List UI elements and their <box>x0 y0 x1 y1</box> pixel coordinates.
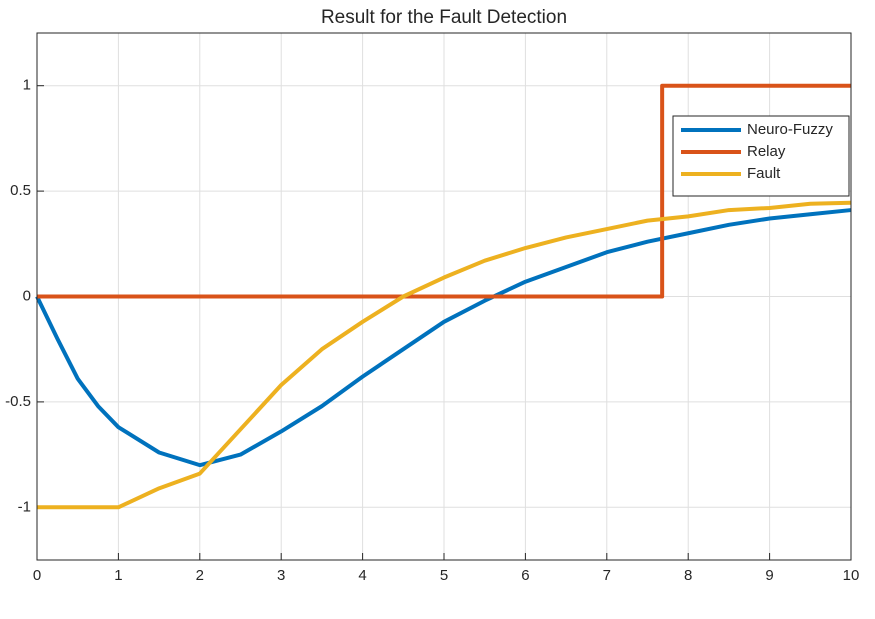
x-tick-label: 9 <box>765 567 773 584</box>
y-tick-label: 1 <box>23 77 31 94</box>
y-tick-label: 0.5 <box>10 182 31 199</box>
legend-label: Fault <box>747 165 781 182</box>
data-line <box>37 83 851 299</box>
legend-label: Neuro-Fuzzy <box>747 121 833 138</box>
x-tick-label: 7 <box>603 567 611 584</box>
x-tick-label: 0 <box>33 567 41 584</box>
x-tick-label: 8 <box>684 567 692 584</box>
legend: Neuro-Fuzzy Relay Fault <box>672 115 850 197</box>
x-tick-label: 5 <box>440 567 448 584</box>
y-tick-label: 0 <box>23 287 31 304</box>
data-line <box>37 200 852 510</box>
x-tick-label: 4 <box>358 567 366 584</box>
chart-title: Result for the Fault Detection <box>321 7 567 28</box>
x-tick-label: 1 <box>114 567 122 584</box>
axes-box <box>36 32 852 561</box>
legend-label: Relay <box>747 143 786 160</box>
y-tick-label: -1 <box>18 498 31 515</box>
x-tick-label: 2 <box>196 567 204 584</box>
data-line <box>35 208 852 468</box>
y-tick-label: -0.5 <box>5 393 31 410</box>
x-tick-label: 6 <box>521 567 529 584</box>
x-tick-label: 3 <box>277 567 285 584</box>
x-tick-label: 10 <box>843 567 860 584</box>
